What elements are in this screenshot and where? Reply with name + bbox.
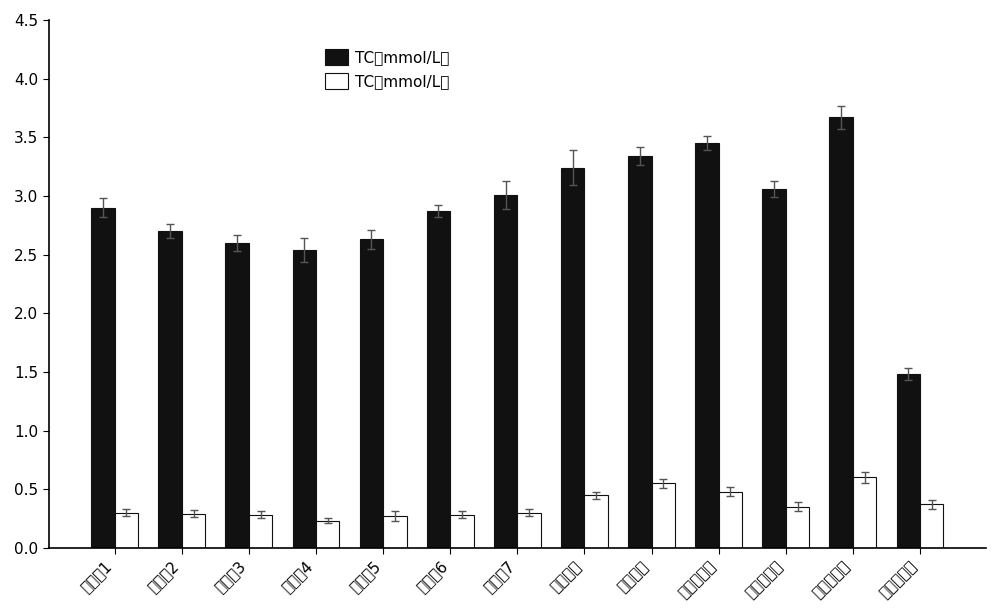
Bar	[786, 507, 809, 548]
Bar	[628, 156, 652, 548]
Bar	[158, 231, 182, 548]
Legend: TC（mmol/L）, TC（mmol/L）: TC（mmol/L）, TC（mmol/L）	[319, 44, 456, 95]
Bar	[293, 250, 316, 548]
Bar	[829, 117, 853, 548]
Bar	[561, 168, 584, 548]
Bar	[225, 243, 249, 548]
Bar	[383, 516, 407, 548]
Bar	[182, 514, 205, 548]
Bar	[316, 521, 339, 548]
Bar	[450, 515, 474, 548]
Bar	[360, 239, 383, 548]
Bar	[517, 513, 541, 548]
Bar	[719, 491, 742, 548]
Bar	[494, 195, 517, 548]
Bar	[115, 513, 138, 548]
Bar	[91, 208, 115, 548]
Bar	[853, 477, 876, 548]
Bar	[920, 504, 943, 548]
Bar	[652, 483, 675, 548]
Bar	[762, 189, 786, 548]
Bar	[897, 374, 920, 548]
Bar	[695, 143, 719, 548]
Bar	[249, 515, 272, 548]
Bar	[584, 495, 608, 548]
Bar	[427, 211, 450, 548]
